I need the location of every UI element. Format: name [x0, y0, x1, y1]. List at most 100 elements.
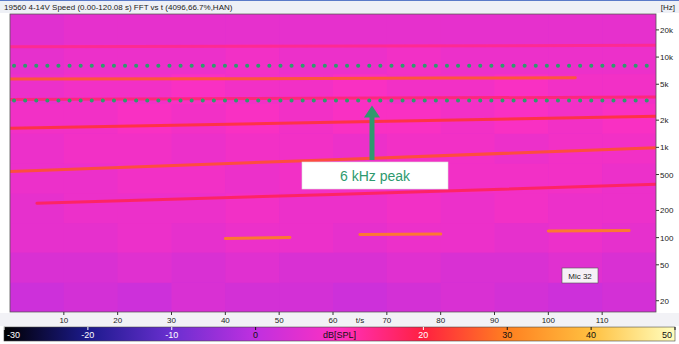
- x-tick: [171, 312, 172, 315]
- heatmap-cell: [64, 193, 118, 223]
- x-tick: [117, 312, 118, 315]
- x-tick-label: 110: [596, 316, 609, 325]
- annotation-box: [302, 162, 448, 189]
- spectral-track: [10, 45, 656, 47]
- y-tick-label: 5k: [660, 80, 669, 89]
- y-tick: [656, 174, 659, 175]
- x-tick-label: 10: [59, 316, 68, 325]
- heatmap-cell: [495, 133, 549, 163]
- y-tick-label: 2k: [660, 116, 669, 125]
- y-tick-label: 50: [660, 261, 669, 270]
- header-bg: [0, 0, 679, 13]
- x-axis-strip: [0, 313, 679, 326]
- y-tick-label: 1k: [660, 143, 669, 152]
- heatmap-cell: [64, 223, 118, 253]
- heatmap-cell: [64, 103, 118, 133]
- colorbar-tick: [675, 327, 676, 330]
- heatmap-cell: [64, 14, 118, 44]
- colorbar-tick-label: 50: [662, 330, 672, 340]
- colorbar-tick-label: -20: [81, 330, 94, 340]
- heatmap-cell: [172, 223, 226, 253]
- heatmap-cell: [118, 44, 172, 74]
- heatmap-cell: [333, 193, 387, 223]
- heatmap-cell: [10, 44, 64, 74]
- colorbar-tick-label: -10: [165, 330, 178, 340]
- x-tick: [494, 312, 495, 315]
- heatmap-cell: [548, 282, 602, 312]
- x-tick: [63, 312, 64, 315]
- heatmap-cell: [172, 133, 226, 163]
- heatmap-cell: [118, 282, 172, 312]
- heatmap-cell: [10, 193, 64, 223]
- y-tick-label: 20: [660, 297, 669, 306]
- heatmap-cell: [387, 103, 441, 133]
- heatmap-cell: [441, 252, 495, 283]
- heatmap-cell: [602, 223, 656, 253]
- heatmap-cell: [225, 163, 279, 193]
- x-tick-label: 100: [542, 316, 556, 325]
- heatmap-cell: [495, 223, 549, 253]
- heatmap-cell: [387, 223, 441, 253]
- heatmap-cell: [602, 163, 656, 193]
- x-tick: [225, 312, 226, 315]
- y-tick: [656, 120, 659, 121]
- heatmap-cell: [333, 223, 387, 253]
- x-tick-label: 20: [113, 316, 122, 325]
- heatmap-cell: [495, 193, 549, 223]
- heatmap-cell: [10, 133, 64, 163]
- heatmap-cell: [602, 282, 656, 312]
- heatmap-cell: [602, 103, 656, 133]
- heatmap-cell: [279, 252, 333, 283]
- x-tick: [602, 312, 603, 315]
- heatmap-cell: [64, 44, 118, 74]
- colorbar: [4, 327, 675, 341]
- mic-box: [562, 268, 598, 283]
- plot-bg: [10, 14, 656, 312]
- heatmap-cell: [279, 44, 333, 74]
- y-tick: [656, 237, 659, 238]
- heatmap-cell: [548, 223, 602, 253]
- y-tick-label: 100: [660, 234, 674, 243]
- mic-label: Mic 32: [568, 272, 592, 281]
- heatmap-cell: [387, 133, 441, 163]
- heatmap-cell: [441, 44, 495, 74]
- annotation-text: 6 kHz peak: [340, 168, 411, 184]
- colorbar-tick-label: 0: [253, 330, 258, 340]
- heatmap-cell: [279, 103, 333, 133]
- heatmap-cell: [602, 252, 656, 283]
- colorbar-title: dB[SPL]: [323, 330, 356, 340]
- spectral-track: [10, 78, 575, 79]
- heatmap-cell: [64, 133, 118, 163]
- heatmap-cell: [172, 14, 226, 44]
- heatmap-cell: [172, 252, 226, 283]
- heatmap-cell: [441, 223, 495, 253]
- heatmap-cell: [495, 252, 549, 283]
- heatmap-cell: [333, 252, 387, 283]
- heatmap-cell: [172, 44, 226, 74]
- heatmap-cell: [548, 44, 602, 74]
- heatmap-cell: [10, 163, 64, 193]
- heatmap-cell: [118, 14, 172, 44]
- heatmap-cell: [387, 14, 441, 44]
- band-line: [14, 99, 654, 103]
- x-tick: [440, 312, 441, 315]
- x-tick-label: 50: [275, 316, 284, 325]
- heatmap-cell: [548, 133, 602, 163]
- x-tick-label: 40: [221, 316, 230, 325]
- arrow-head: [364, 106, 380, 118]
- colorbar-tick-label: 40: [586, 330, 596, 340]
- x-tick: [333, 312, 334, 315]
- spectral-track: [225, 236, 290, 240]
- heatmap-cell: [10, 14, 64, 44]
- heatmap-cell: [495, 44, 549, 74]
- heatmap-cell: [118, 103, 172, 133]
- heatmap-cell: [333, 14, 387, 44]
- x-axis-title: t/s: [356, 316, 364, 325]
- plot-frame: [10, 14, 656, 312]
- y-tick-label: 500: [660, 171, 674, 180]
- colorbar-tick: [4, 327, 5, 330]
- chart: 19560 4-14V Speed (0.00-120.08 s) FFT vs…: [0, 0, 679, 344]
- heatmap-cell: [548, 252, 602, 283]
- y-tick: [656, 300, 659, 301]
- y-tick: [656, 210, 659, 211]
